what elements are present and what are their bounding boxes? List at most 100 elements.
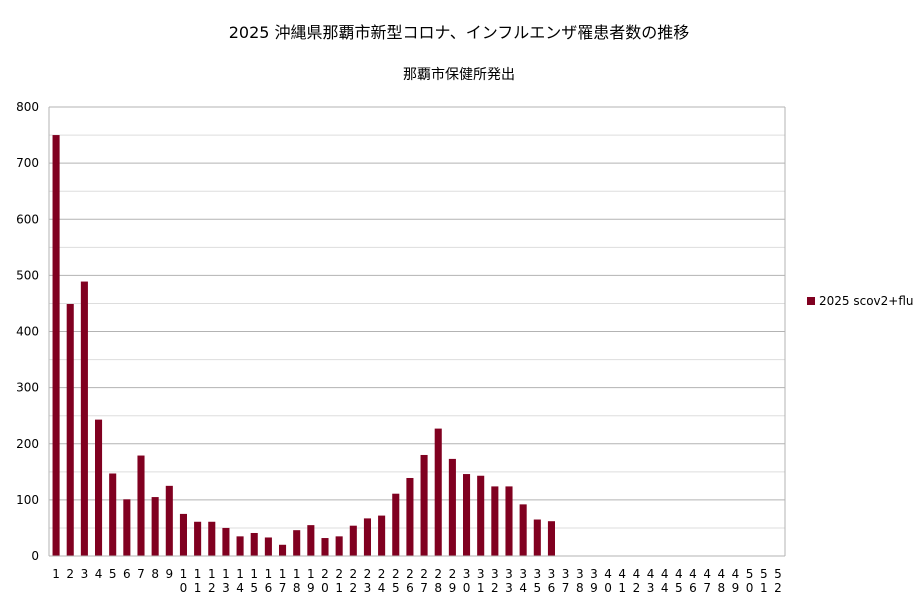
bar bbox=[208, 521, 216, 556]
bar bbox=[137, 455, 145, 556]
bar bbox=[109, 473, 117, 556]
y-tick-label: 400 bbox=[16, 325, 39, 339]
x-axis-ticks: 1 2 3 4 5 6 7 8 9 1 01 11 21 31 41 51 61 71 81 92 02 12 22 32 42… bbox=[52, 567, 781, 595]
y-axis-ticks: 0 100 200 300 400 500 600 700 800 bbox=[16, 100, 39, 563]
bar bbox=[250, 532, 258, 556]
x-tick-label: 7 bbox=[137, 567, 145, 581]
x-tick-label: 5 bbox=[109, 567, 117, 581]
bar bbox=[547, 521, 555, 556]
chart-subtitle: 那覇市保健所発出 bbox=[403, 66, 515, 83]
bar bbox=[349, 525, 357, 556]
y-tick-label: 600 bbox=[16, 212, 39, 226]
bar bbox=[321, 538, 329, 556]
bar bbox=[392, 493, 400, 556]
bar bbox=[95, 419, 103, 556]
bar bbox=[307, 525, 315, 556]
x-tick-label: 2 bbox=[66, 567, 74, 581]
bar bbox=[151, 497, 159, 556]
bar bbox=[434, 428, 442, 556]
y-tick-label: 200 bbox=[16, 437, 39, 451]
bar bbox=[236, 536, 244, 556]
bar bbox=[179, 513, 187, 556]
bar bbox=[123, 499, 131, 556]
bar bbox=[505, 486, 513, 556]
bar bbox=[222, 527, 230, 556]
x-tick-label: 4 bbox=[95, 567, 103, 581]
bars bbox=[52, 135, 555, 556]
x-tick-label: 3 bbox=[81, 567, 89, 581]
chart-title: 2025 沖縄県那覇市新型コロナ、インフルエンザ罹患者数の推移 bbox=[229, 23, 690, 42]
bar bbox=[477, 475, 485, 556]
bar bbox=[293, 530, 301, 556]
y-tick-label: 800 bbox=[16, 100, 39, 114]
bar bbox=[448, 458, 456, 556]
legend-swatch bbox=[807, 297, 815, 305]
bar bbox=[66, 303, 74, 556]
bar bbox=[519, 504, 527, 556]
bar bbox=[194, 521, 202, 556]
x-tick-label: 9 bbox=[165, 567, 173, 581]
legend-label: 2025 scov2+flu bbox=[819, 294, 914, 308]
bar bbox=[463, 474, 471, 556]
bar bbox=[378, 515, 386, 556]
bar bbox=[420, 454, 428, 556]
y-tick-label: 0 bbox=[31, 549, 39, 563]
bar bbox=[80, 281, 88, 556]
y-tick-label: 300 bbox=[16, 381, 39, 395]
legend: 2025 scov2+flu bbox=[807, 294, 914, 308]
bar bbox=[279, 544, 287, 556]
bar bbox=[52, 135, 60, 556]
y-tick-label: 500 bbox=[16, 268, 39, 282]
bar bbox=[264, 537, 272, 556]
y-tick-label: 100 bbox=[16, 493, 39, 507]
bar bbox=[491, 486, 499, 556]
gridlines bbox=[49, 106, 785, 557]
x-tick-label: 1 bbox=[52, 567, 60, 581]
bar bbox=[406, 477, 414, 556]
x-tick-label: 6 bbox=[123, 567, 131, 581]
bar bbox=[533, 519, 541, 556]
